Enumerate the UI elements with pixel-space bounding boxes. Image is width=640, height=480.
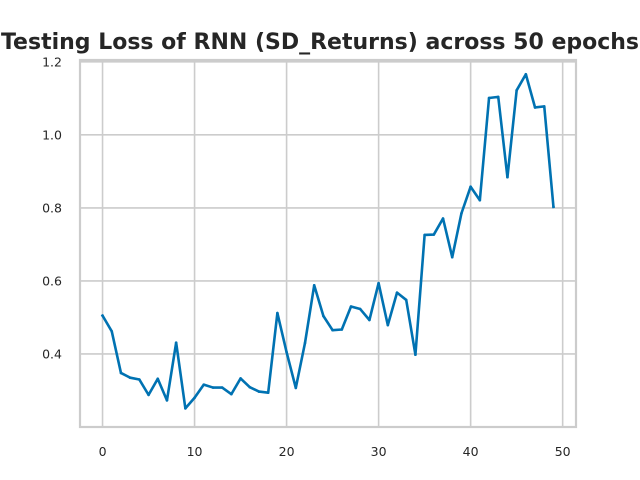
data-point (552, 205, 555, 209)
data-point (266, 391, 270, 394)
data-point (331, 328, 334, 332)
data-point (487, 96, 491, 100)
data-point (257, 390, 261, 393)
x-axis-ticks: 0 10 20 30 40 50 (99, 444, 571, 459)
data-point (524, 72, 528, 76)
data-point (248, 385, 252, 389)
data-point (368, 318, 371, 322)
data-point (119, 371, 123, 375)
data-point (496, 95, 500, 99)
data-point (358, 307, 362, 311)
data-point (184, 407, 187, 410)
data-point (414, 353, 417, 357)
data-point (239, 377, 242, 380)
x-tick-label: 10 (187, 444, 203, 459)
data-point (303, 341, 307, 345)
x-tick-label: 40 (463, 444, 479, 459)
x-tick-label: 30 (371, 444, 387, 459)
data-point (220, 386, 224, 389)
data-point (460, 212, 463, 215)
data-point (138, 378, 141, 381)
data-point (542, 105, 546, 108)
data-point (450, 255, 454, 259)
data-point (423, 233, 426, 237)
x-tick-label: 20 (279, 444, 295, 459)
y-tick-label: 0.4 (42, 346, 62, 361)
data-point (276, 311, 279, 315)
x-tick-label: 0 (99, 444, 107, 459)
data-point (349, 305, 353, 308)
data-point (432, 233, 436, 236)
series-line (100, 72, 555, 410)
data-point (533, 106, 537, 109)
data-point (165, 399, 169, 402)
y-axis-ticks: 0.4 0.6 0.8 1.0 1.2 (42, 54, 62, 361)
data-point (147, 393, 150, 397)
data-point (478, 198, 482, 202)
axes-frame (78, 58, 578, 429)
data-point (377, 281, 380, 285)
data-point (395, 291, 399, 294)
data-point (294, 386, 298, 390)
grid (80, 60, 576, 427)
y-tick-label: 0.6 (42, 273, 62, 288)
data-point (404, 298, 408, 302)
data-point (340, 328, 344, 331)
data-point (193, 396, 196, 400)
data-point (285, 350, 288, 354)
data-point (110, 330, 114, 333)
data-point (202, 383, 206, 386)
data-point (174, 341, 178, 344)
data-point (506, 175, 509, 179)
data-point (322, 314, 325, 318)
axes-border (78, 58, 578, 429)
data-point (211, 386, 215, 389)
y-tick-label: 1.0 (42, 127, 62, 142)
data-point (128, 376, 132, 380)
y-tick-label: 1.2 (42, 54, 62, 69)
chart-title: Testing Loss of RNN (SD_Returns) across … (1, 30, 639, 55)
y-tick-label: 0.8 (42, 200, 62, 215)
data-point (230, 392, 233, 396)
data-point (469, 185, 472, 189)
x-tick-label: 50 (555, 444, 571, 459)
data-point (101, 314, 104, 317)
data-point (515, 89, 518, 92)
data-point (386, 323, 390, 327)
data-point (441, 217, 445, 220)
data-point (156, 377, 160, 381)
data-point (312, 284, 316, 287)
series-group (100, 72, 555, 410)
